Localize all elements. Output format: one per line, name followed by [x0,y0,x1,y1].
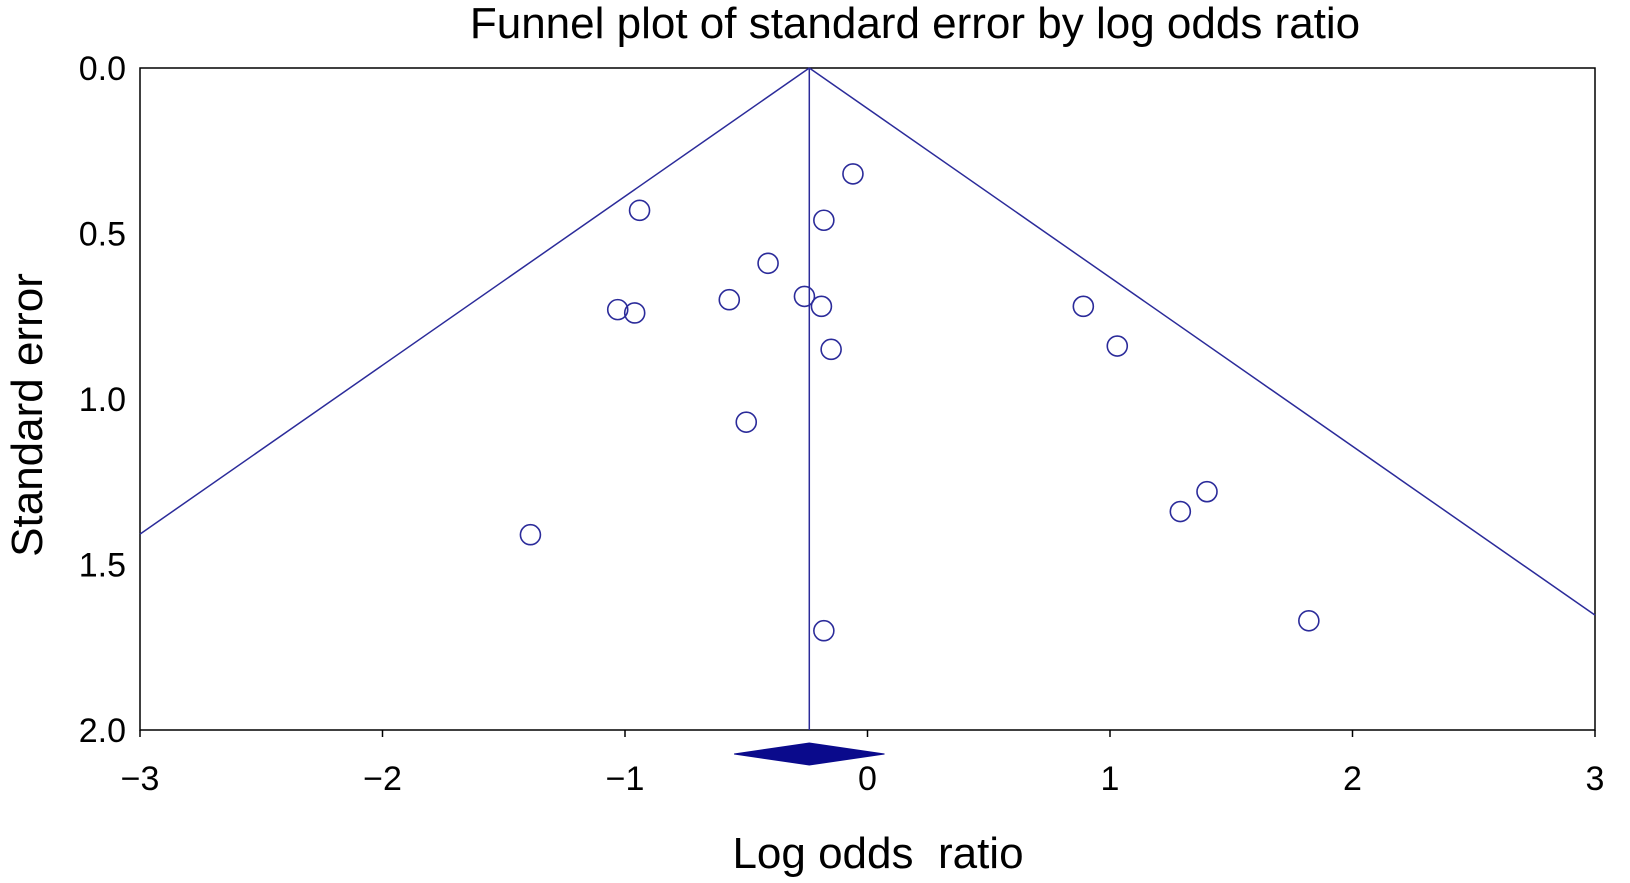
x-tick-label: 3 [1586,760,1605,798]
data-point [1106,335,1129,357]
pooled-estimate-marker [734,742,885,766]
data-point [519,523,542,546]
y-tick-label: 0.0 [79,50,126,88]
y-axis-ticks: 0.0 0.5 1.0 1.5 2.0 [79,50,126,750]
data-point [820,338,842,361]
data-point [718,288,741,311]
data-point [606,298,629,321]
y-tick-label: 2.0 [79,712,126,750]
data-points [519,163,1320,642]
data-point [1169,500,1192,523]
data-point [623,302,646,324]
y-tick-label: 1.0 [79,381,126,419]
data-point [1196,480,1218,503]
y-axis-label: Standard error [3,273,52,557]
data-point [1072,295,1095,318]
x-tick-label: −1 [606,760,645,798]
y-tick-label: 1.5 [79,547,126,585]
x-tick-label: 1 [1101,760,1120,798]
x-tick-label: −2 [363,760,402,798]
funnel-lines [139,67,1596,730]
plot-frame [139,67,1596,731]
x-axis-ticks: −3 −2 −1 0 1 2 3 [121,730,1605,798]
data-point [813,209,835,232]
data-point [757,252,779,275]
data-point [735,411,758,433]
x-tick-label: 2 [1343,760,1362,798]
data-point [813,619,835,642]
x-tick-label: 0 [858,760,877,798]
data-point [810,295,833,318]
data-point [628,199,651,222]
y-tick-label: 0.5 [79,216,126,254]
pooled-estimate-diamond [734,742,885,766]
data-point [793,285,816,308]
funnel-left-line [139,67,810,535]
data-point [1298,609,1320,632]
x-tick-label: −3 [121,760,160,798]
funnel-right-line [808,67,1596,616]
x-axis-label: Log odds ratio [732,829,1023,878]
chart-title: Funnel plot of standard error by log odd… [470,0,1360,48]
data-point [842,163,864,185]
